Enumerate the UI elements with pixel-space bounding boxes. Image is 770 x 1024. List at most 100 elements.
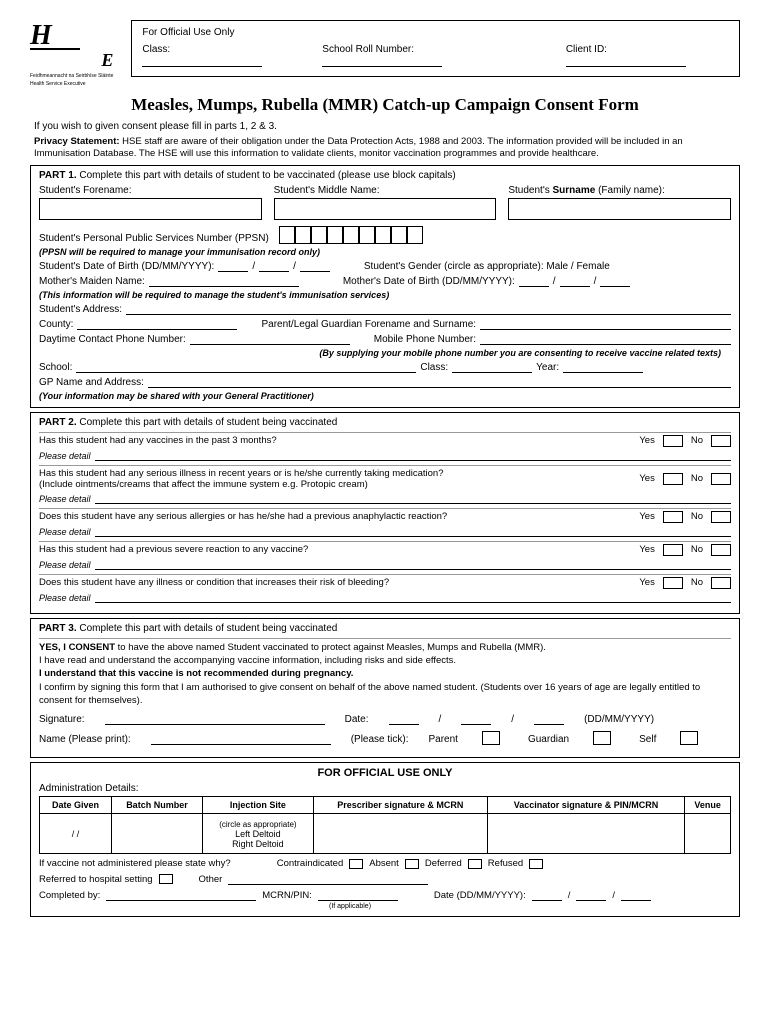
sig-yy[interactable]: [534, 713, 564, 725]
mdob-mm[interactable]: [560, 275, 590, 287]
client-input[interactable]: [566, 55, 686, 67]
dob-dd[interactable]: [218, 260, 248, 272]
year-label: Year:: [536, 362, 559, 373]
q4: Has this student had a previous severe r…: [39, 544, 639, 555]
q3-yes[interactable]: [663, 511, 683, 523]
q1-no[interactable]: [711, 435, 731, 447]
mcrn-input[interactable]: [318, 889, 398, 901]
class2-input[interactable]: [452, 361, 532, 373]
sig-dd[interactable]: [389, 713, 419, 725]
q2-yes[interactable]: [663, 473, 683, 485]
q4-no[interactable]: [711, 544, 731, 556]
privacy-bold: Privacy Statement:: [34, 136, 120, 147]
q5-no[interactable]: [711, 577, 731, 589]
mobile-label: Mobile Phone Number:: [374, 334, 476, 345]
guardian-check[interactable]: [593, 731, 611, 745]
mother-maiden-label: Mother's Maiden Name:: [39, 276, 145, 287]
q2b: (Include ointments/creams that affect th…: [39, 479, 368, 490]
refused-check[interactable]: [529, 859, 543, 869]
county-input[interactable]: [77, 318, 237, 330]
daytime-input[interactable]: [190, 333, 350, 345]
d2-mm[interactable]: [576, 889, 606, 901]
q1-detail[interactable]: [95, 449, 731, 461]
referred-label: Referred to hospital setting: [39, 874, 153, 885]
td-site[interactable]: (circle as appropriate)Left DeltoidRight…: [202, 814, 313, 854]
self-check[interactable]: [680, 731, 698, 745]
td-date[interactable]: / /: [40, 814, 112, 854]
address-label: Student's Address:: [39, 304, 122, 315]
q5: Does this student have any illness or co…: [39, 577, 639, 588]
sig-mm[interactable]: [461, 713, 491, 725]
mobile-input[interactable]: [480, 333, 731, 345]
d2-yy[interactable]: [621, 889, 651, 901]
contra-check[interactable]: [349, 859, 363, 869]
consent2: I have read and understand the accompany…: [39, 655, 456, 666]
d2-dd[interactable]: [532, 889, 562, 901]
part3-header: Complete this part with details of stude…: [77, 623, 338, 634]
q3-detail[interactable]: [95, 525, 731, 537]
q5-yes[interactable]: [663, 577, 683, 589]
q2a: Has this student had any serious illness…: [39, 468, 443, 479]
other-input[interactable]: [228, 873, 428, 885]
dob-yy[interactable]: [300, 260, 330, 272]
parent-input[interactable]: [480, 318, 731, 330]
mdob-yy[interactable]: [600, 275, 630, 287]
school-input[interactable]: [76, 361, 416, 373]
absent-check[interactable]: [405, 859, 419, 869]
ppsn-note: (PPSN will be required to manage your im…: [39, 247, 731, 257]
q2-detail[interactable]: [95, 492, 731, 504]
td-prescriber[interactable]: [313, 814, 487, 854]
mdob-dd[interactable]: [519, 275, 549, 287]
middle-input[interactable]: [274, 198, 497, 220]
name-print-input[interactable]: [151, 733, 331, 745]
sig-input[interactable]: [105, 713, 325, 725]
surname-input[interactable]: [508, 198, 731, 220]
ppsn-boxes[interactable]: [279, 226, 423, 244]
deferred-label: Deferred: [425, 858, 462, 869]
class-input[interactable]: [142, 55, 262, 67]
q1-yes[interactable]: [663, 435, 683, 447]
logo-sub1: Feidhmeannacht na Seirbhíse Sláinte: [30, 73, 113, 79]
gp-input[interactable]: [148, 376, 731, 388]
date-label: Date:: [345, 714, 369, 725]
form-title: Measles, Mumps, Rubella (MMR) Catch-up C…: [30, 95, 740, 115]
completed-input[interactable]: [106, 889, 256, 901]
forename-input[interactable]: [39, 198, 262, 220]
parent-opt: Parent: [429, 734, 458, 745]
address-input[interactable]: [126, 303, 731, 315]
dob-mm[interactable]: [259, 260, 289, 272]
q4-detail[interactable]: [95, 558, 731, 570]
q2-no[interactable]: [711, 473, 731, 485]
surname-pre: Student's: [508, 185, 552, 196]
mother-maiden-input[interactable]: [149, 275, 299, 287]
privacy-text: HSE staff are aware of their obligation …: [34, 136, 683, 159]
date2-label: Date (DD/MM/YYYY):: [434, 890, 526, 901]
date-fmt: (DD/MM/YYYY): [584, 714, 654, 725]
q3-no[interactable]: [711, 511, 731, 523]
referred-check[interactable]: [159, 874, 173, 884]
class-label: Class:: [142, 44, 170, 55]
admin-table: Date Given Batch Number Injection Site P…: [39, 796, 731, 854]
contra-label: Contraindicated: [277, 858, 344, 869]
name-print-label: Name (Please print):: [39, 734, 131, 745]
part2-header: Complete this part with details of stude…: [77, 417, 338, 428]
q3: Does this student have any serious aller…: [39, 511, 639, 522]
q5-detail[interactable]: [95, 591, 731, 603]
logo-sub2: Health Service Executive: [30, 81, 113, 87]
year-input[interactable]: [563, 361, 643, 373]
surname-bold: Surname: [553, 185, 596, 196]
td-venue[interactable]: [685, 814, 731, 854]
q4-yes[interactable]: [663, 544, 683, 556]
td-batch[interactable]: [112, 814, 203, 854]
dob-label: Student's Date of Birth (DD/MM/YYYY):: [39, 261, 214, 272]
deferred-check[interactable]: [468, 859, 482, 869]
consent-bold: YES, I CONSENT: [39, 642, 115, 653]
parent-check[interactable]: [482, 731, 500, 745]
logo-e: E: [101, 50, 113, 70]
middle-label: Student's Middle Name:: [274, 185, 497, 196]
td-vaccinator[interactable]: [487, 814, 685, 854]
privacy-statement: Privacy Statement: HSE staff are aware o…: [30, 136, 740, 161]
guardian-opt: Guardian: [528, 734, 569, 745]
roll-input[interactable]: [322, 55, 442, 67]
header-row: H E Feidhmeannacht na Seirbhíse Sláinte …: [30, 20, 740, 87]
